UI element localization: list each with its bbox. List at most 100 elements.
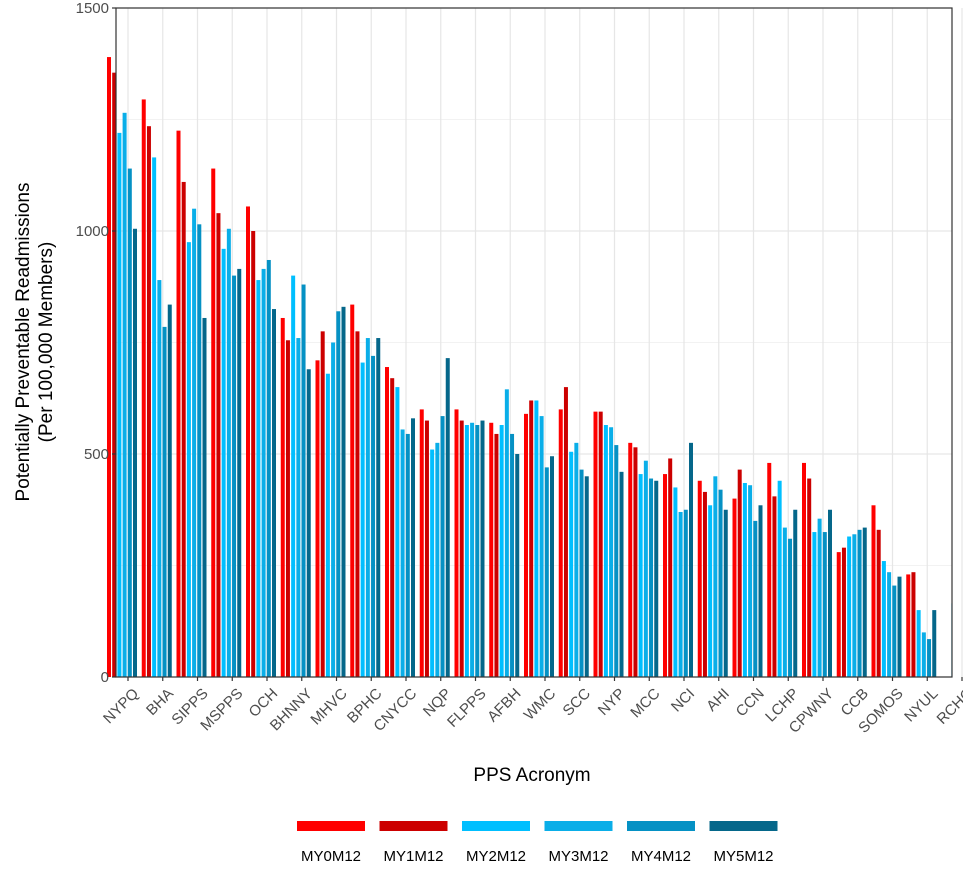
bar-MY4M12-MSPPS (232, 275, 237, 677)
legend: MY0M12 MY1M12 MY2M12 MY3M12 MY4M12 MY5M12 (297, 821, 778, 865)
bar-MY2M12-MCC (638, 474, 643, 677)
legend-key-MY1M12 (379, 821, 448, 831)
bar-MY3M12-CPWNY (817, 518, 822, 677)
bar-MY1M12-OCH (251, 231, 256, 677)
bar-MY5M12-BPHC (376, 338, 381, 677)
bar-MY5M12-WMC (550, 456, 554, 677)
bar-MY2M12-SOMOS (881, 561, 886, 677)
bar-MY2M12-BPHC (360, 362, 365, 677)
bar-MY1M12-NCI (668, 458, 673, 677)
bar-MY1M12-CPWNY (807, 478, 812, 677)
bar-MY1M12-MCC (633, 447, 638, 677)
bar-MY5M12-LCHP (793, 509, 798, 677)
bar-MY4M12-CPWNY (822, 532, 827, 677)
y-axis-title-line1: Potentially Preventable Readmissions (13, 183, 34, 502)
bar-MY1M12-CNYCC (390, 378, 395, 677)
bar-MY4M12-CNYCC (405, 433, 410, 677)
bar-MY2M12-CNYCC (395, 387, 400, 677)
bar-MY4M12-NYP (614, 445, 619, 677)
bar-MY5M12-NYP (619, 471, 624, 677)
bar-MY2M12-CCB (847, 536, 852, 677)
bar-MY0M12-OCH (246, 206, 250, 677)
bar-MY5M12-NCI (689, 442, 693, 677)
bar-MY5M12-MCC (654, 480, 659, 677)
bar-MY2M12-CCN (742, 482, 747, 677)
bar-MY1M12-AHI (702, 491, 707, 677)
bar-MY0M12-AHI (697, 480, 702, 677)
bar-MY0M12-FLPPS (454, 409, 459, 677)
bar-MY1M12-BHA (146, 126, 151, 677)
bar-MY0M12-SOMOS (871, 505, 876, 677)
bar-MY3M12-NYUL (921, 632, 926, 677)
legend-label-MY3M12: MY3M12 (548, 848, 608, 865)
x-tick-label: NYP (595, 685, 629, 719)
bar-MY3M12-WMC (539, 416, 544, 677)
bar-MY2M12-FLPPS (464, 425, 469, 677)
bar-MY1M12-BHNNY (285, 340, 290, 677)
legend-label-MY4M12: MY4M12 (631, 848, 691, 865)
legend-label-MY2M12: MY2M12 (466, 848, 526, 865)
y-axis-title-line2: (Per 100,000 Members) (36, 242, 57, 443)
bar-MY2M12-NYP (603, 425, 608, 677)
x-tick-label: RCHC (934, 685, 963, 728)
bar-MY2M12-CPWNY (812, 532, 817, 677)
legend-key-MY2M12 (462, 821, 530, 831)
bar-MY4M12-SOMOS (892, 585, 897, 677)
bar-MY5M12-SCC (584, 476, 589, 677)
bar-MY2M12-SIPPS (186, 242, 191, 677)
bar-MY1M12-SOMOS (876, 529, 881, 677)
bar-MY4M12-FLPPS (475, 425, 480, 677)
x-tick-label: MCC (627, 685, 663, 721)
bar-MY2M12-NCI (673, 487, 678, 677)
bar-MY1M12-SCC (563, 387, 568, 677)
bar-MY0M12-NCI (663, 474, 667, 677)
y-tick-label: 1000 (76, 223, 109, 240)
bar-MY4M12-CCB (857, 529, 862, 677)
bar-MY2M12-BHA (152, 157, 157, 677)
bar-MY2M12-AHI (708, 505, 713, 677)
bar-MY1M12-NQP (424, 420, 429, 677)
bar-MY5M12-OCH (272, 309, 276, 677)
bar-MY5M12-CCN (758, 505, 763, 677)
bar-MY0M12-MHVC (315, 360, 320, 677)
bar-MY5M12-BHA (167, 304, 172, 677)
legend-key-MY4M12 (627, 821, 695, 831)
bar-MY3M12-SOMOS (887, 572, 892, 677)
bar-MY5M12-MHVC (341, 306, 346, 677)
bar-MY3M12-OCH (261, 268, 266, 677)
x-tick-label: AFBH (484, 685, 524, 725)
legend-key-MY5M12 (709, 821, 778, 831)
bar-MY0M12-LCHP (767, 462, 772, 677)
bar-MY2M12-NYPQ (117, 132, 122, 677)
bar-MY4M12-NYPQ (127, 168, 132, 677)
bar-MY5M12-CPWNY (828, 509, 832, 677)
bar-MY3M12-SCC (574, 442, 579, 677)
legend-key-MY0M12 (297, 821, 365, 831)
bar-MY0M12-SIPPS (176, 130, 181, 677)
bar-MY2M12-MSPPS (221, 248, 226, 677)
bar-MY1M12-SIPPS (181, 181, 186, 677)
bar-MY2M12-NQP (430, 449, 435, 677)
bar-MY3M12-BHNNY (296, 338, 301, 677)
bar-MY5M12-AHI (723, 509, 728, 677)
bar-MY4M12-BHA (162, 326, 167, 677)
x-axis-title: PPS Acronym (473, 765, 590, 786)
bar-MY2M12-AFBH (499, 425, 504, 677)
bar-MY2M12-WMC (534, 400, 539, 677)
bar-MY4M12-AHI (718, 489, 723, 677)
bar-MY1M12-NYUL (911, 572, 916, 677)
bar-MY5M12-SOMOS (897, 576, 902, 677)
legend-label-MY5M12: MY5M12 (713, 848, 773, 865)
bar-MY5M12-MSPPS (237, 268, 242, 677)
bar-MY4M12-OCH (266, 259, 271, 677)
bar-MY3M12-CCN (748, 485, 753, 677)
bar-MY1M12-MHVC (320, 331, 325, 677)
bar-MY0M12-BHNNY (280, 317, 285, 677)
bar-MY0M12-MSPPS (211, 168, 216, 677)
bar-MY2M12-OCH (256, 280, 261, 677)
bar-MY0M12-SCC (558, 409, 563, 677)
x-tick-label: NCI (668, 685, 698, 715)
plot-panel-border (115, 7, 953, 678)
